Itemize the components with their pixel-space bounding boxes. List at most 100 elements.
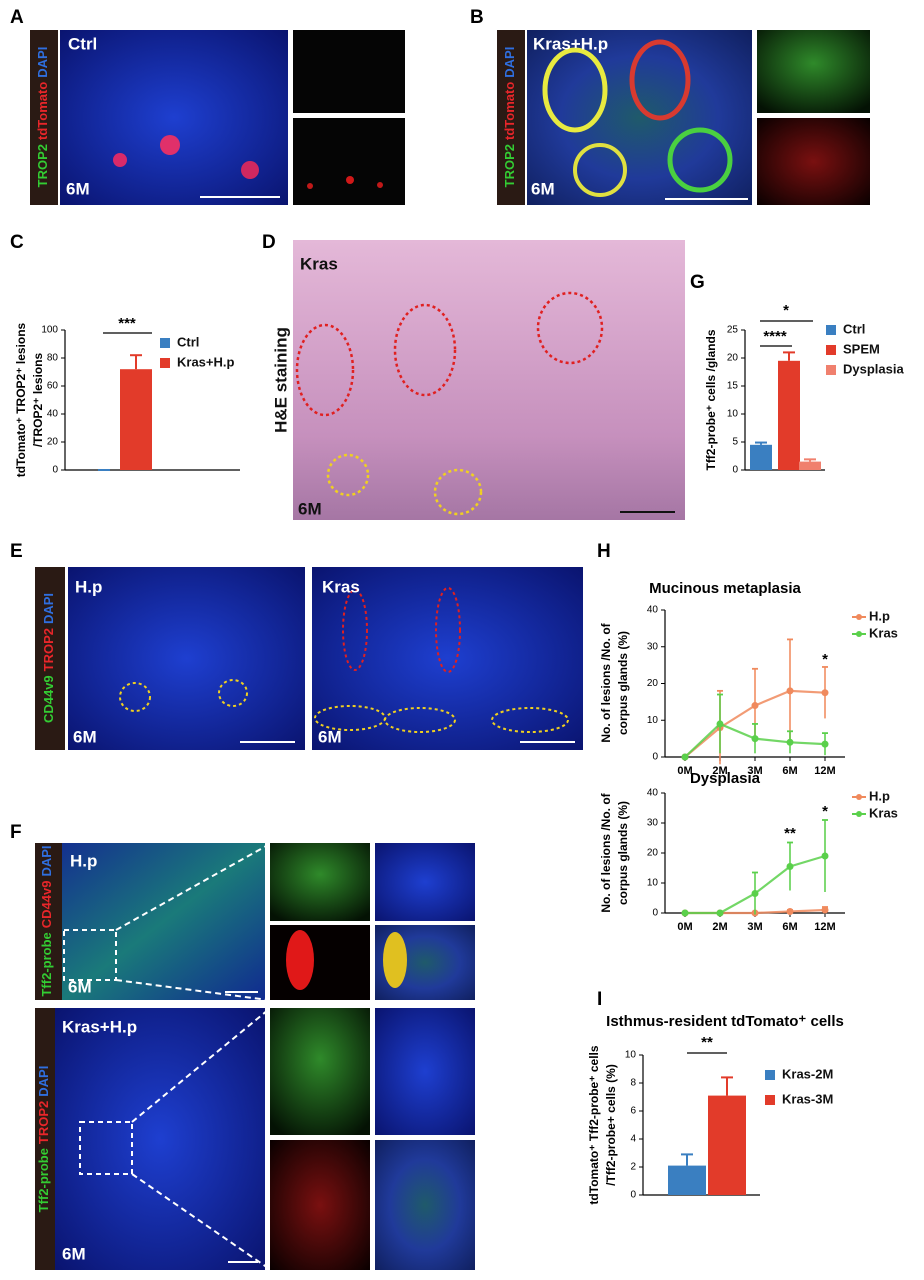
image-label: 6M — [62, 1244, 86, 1263]
cell-signal — [160, 135, 180, 155]
bar — [799, 461, 821, 470]
cell-signal — [383, 932, 407, 988]
stain-word: TROP2 — [36, 1101, 51, 1144]
legend-label: Kras+H.p — [177, 354, 234, 369]
stain-bar — [35, 843, 62, 1000]
data-point — [716, 909, 724, 917]
panel-letter: B — [470, 7, 484, 28]
panel-letter: D — [262, 232, 276, 253]
image-label: 6M — [73, 727, 97, 746]
micrograph — [68, 567, 305, 750]
x-tick-label: 0M — [677, 921, 692, 933]
stain-word: CD44v9 — [39, 881, 54, 929]
image-label: 6M — [66, 179, 90, 198]
micrograph — [55, 1008, 265, 1270]
stain-bar — [35, 1008, 55, 1270]
x-tick-label: 2M — [712, 921, 727, 933]
data-point — [786, 687, 794, 695]
y-tick-label: 100 — [41, 325, 58, 336]
cell-signal — [113, 153, 127, 167]
micrograph-channel — [757, 30, 870, 113]
region-outline — [326, 453, 370, 497]
region-outline — [342, 589, 368, 671]
zoom-line — [131, 1173, 269, 1269]
cell-signal — [241, 161, 259, 179]
y-axis-label: Tff2-probe⁺ cells /glands — [704, 329, 718, 470]
panel-letter: F — [10, 822, 22, 843]
image-label: Kras+H.p — [62, 1017, 137, 1036]
bar — [708, 1095, 746, 1195]
panel-letter: G — [690, 272, 705, 293]
region-outline — [218, 679, 248, 707]
image-label: H.p — [70, 851, 97, 870]
y-tick-label: 80 — [47, 353, 59, 364]
data-point — [751, 735, 759, 743]
data-point — [716, 720, 724, 728]
panel-letter: E — [10, 541, 23, 562]
legend-swatch — [826, 325, 836, 335]
data-point — [751, 890, 759, 897]
stain-word: TROP2 — [502, 144, 517, 187]
image-label: 6M — [318, 727, 342, 746]
gland — [542, 47, 608, 133]
stain-word: DAPI — [35, 47, 50, 78]
micrograph-channel — [270, 925, 370, 1000]
zoom-box — [63, 929, 117, 981]
x-tick-label: 3M — [747, 765, 762, 777]
micrograph-channel — [270, 1008, 370, 1135]
stain-label: TROP2 tdTomato DAPI — [502, 47, 517, 188]
data-point — [681, 753, 689, 761]
y-tick-label: 30 — [647, 818, 659, 829]
data-point — [751, 702, 759, 710]
x-tick-label: 3M — [747, 921, 762, 933]
region-outline — [435, 587, 461, 673]
legend-label: Kras — [869, 805, 898, 820]
y-axis-label: tdTomato⁺ Tff2-probe⁺ cells — [587, 1045, 601, 1204]
y-tick-label: 40 — [647, 605, 659, 616]
micrograph — [62, 843, 265, 1000]
panel-letter: A — [10, 7, 24, 28]
stain-word: TROP2 — [35, 144, 50, 187]
stain-word: Tff2-probe — [39, 932, 54, 996]
bar — [750, 444, 772, 470]
micrograph-channel — [375, 1140, 475, 1270]
legend-label: Kras-3M — [782, 1091, 833, 1106]
stain-word: CD44v9 — [41, 675, 56, 723]
micrograph — [60, 30, 288, 205]
region-outline — [393, 303, 457, 397]
x-tick-label: 0M — [677, 765, 692, 777]
image-label: Kras — [300, 254, 338, 273]
x-tick-label: 12M — [814, 921, 835, 933]
y-tick-label: 10 — [625, 1050, 637, 1061]
stain-bar — [35, 567, 65, 750]
gland — [667, 127, 733, 193]
data-point — [821, 852, 829, 860]
cell-signal — [346, 176, 354, 184]
stain-word: tdTomato — [502, 82, 517, 140]
stain-word: DAPI — [41, 593, 56, 624]
stain-word: TROP2 — [41, 628, 56, 671]
legend-swatch — [826, 345, 836, 355]
significance: **** — [763, 328, 787, 345]
significance: ** — [784, 825, 796, 842]
y-axis-label: No. of lesions /No. of — [599, 622, 613, 742]
chart-title: Mucinous metaplasia — [649, 580, 801, 597]
y-tick-label: 0 — [652, 908, 658, 919]
y-tick-label: 5 — [732, 437, 738, 448]
bar — [668, 1165, 706, 1195]
stain-bar — [30, 30, 58, 205]
panel-letter: C — [10, 232, 24, 253]
y-tick-label: 8 — [630, 1078, 636, 1089]
legend-swatch — [765, 1095, 775, 1105]
region-outline — [536, 291, 604, 365]
micrograph-channel — [757, 118, 870, 205]
y-tick-label: 2 — [630, 1162, 636, 1173]
region-outline — [491, 707, 569, 733]
micrograph-channel — [270, 1140, 370, 1270]
data-point — [681, 909, 689, 917]
significance: ** — [701, 1034, 713, 1051]
stain-word: DAPI — [502, 47, 517, 78]
data-point — [786, 738, 794, 746]
legend-label: Dysplasia — [843, 361, 904, 376]
